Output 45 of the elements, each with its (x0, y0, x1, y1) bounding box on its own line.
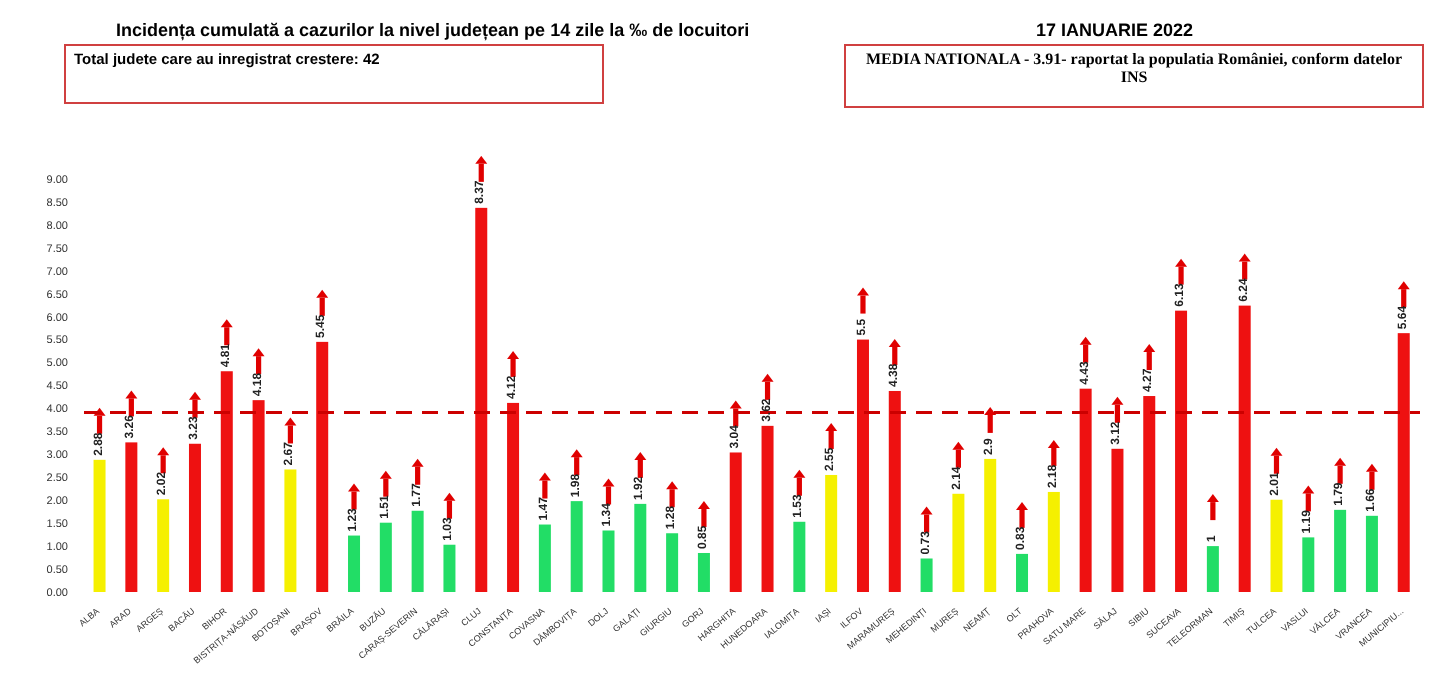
bar (1270, 499, 1283, 592)
bar (952, 493, 965, 592)
bar (538, 524, 551, 592)
bar (920, 558, 933, 592)
bar (507, 402, 520, 592)
bar (1334, 509, 1347, 592)
bar (93, 459, 106, 592)
bar (1016, 553, 1029, 592)
bar (125, 442, 138, 592)
bar (379, 522, 392, 592)
bar (825, 474, 838, 592)
chart-subtitle: 17 IANUARIE 2022 (1036, 20, 1194, 40)
bar (761, 425, 774, 592)
bar (984, 458, 997, 592)
chart-title: Incidența cumulată a cazurilor la nivel județean pe 14 zile la ‰ de locuitori (116, 20, 752, 40)
bar (443, 544, 456, 592)
bar (188, 443, 201, 592)
bar (411, 510, 424, 592)
bar (1238, 305, 1251, 592)
bar (1079, 388, 1092, 592)
bar (1143, 396, 1156, 592)
text: MEDIA NATIONALA - 3.91- raportat la populatia României, conform datelor INS (844, 44, 1424, 108)
bar (475, 207, 488, 592)
bar (634, 503, 647, 592)
bar (157, 499, 170, 592)
bar (888, 390, 901, 592)
bar (1302, 537, 1315, 592)
bar (856, 339, 869, 592)
bar (602, 530, 615, 592)
bar (1206, 546, 1219, 592)
bar (697, 552, 710, 592)
bar (1047, 491, 1060, 592)
bar (666, 533, 679, 592)
bar (220, 371, 233, 592)
bar (1111, 448, 1124, 592)
bar (1175, 310, 1188, 592)
bar (570, 501, 583, 592)
bar (316, 341, 329, 592)
bar (1365, 515, 1378, 592)
bar (793, 521, 806, 592)
bar (348, 535, 361, 592)
bar (729, 452, 742, 592)
bar (1397, 333, 1410, 592)
bar (252, 400, 265, 592)
bar (284, 469, 297, 592)
